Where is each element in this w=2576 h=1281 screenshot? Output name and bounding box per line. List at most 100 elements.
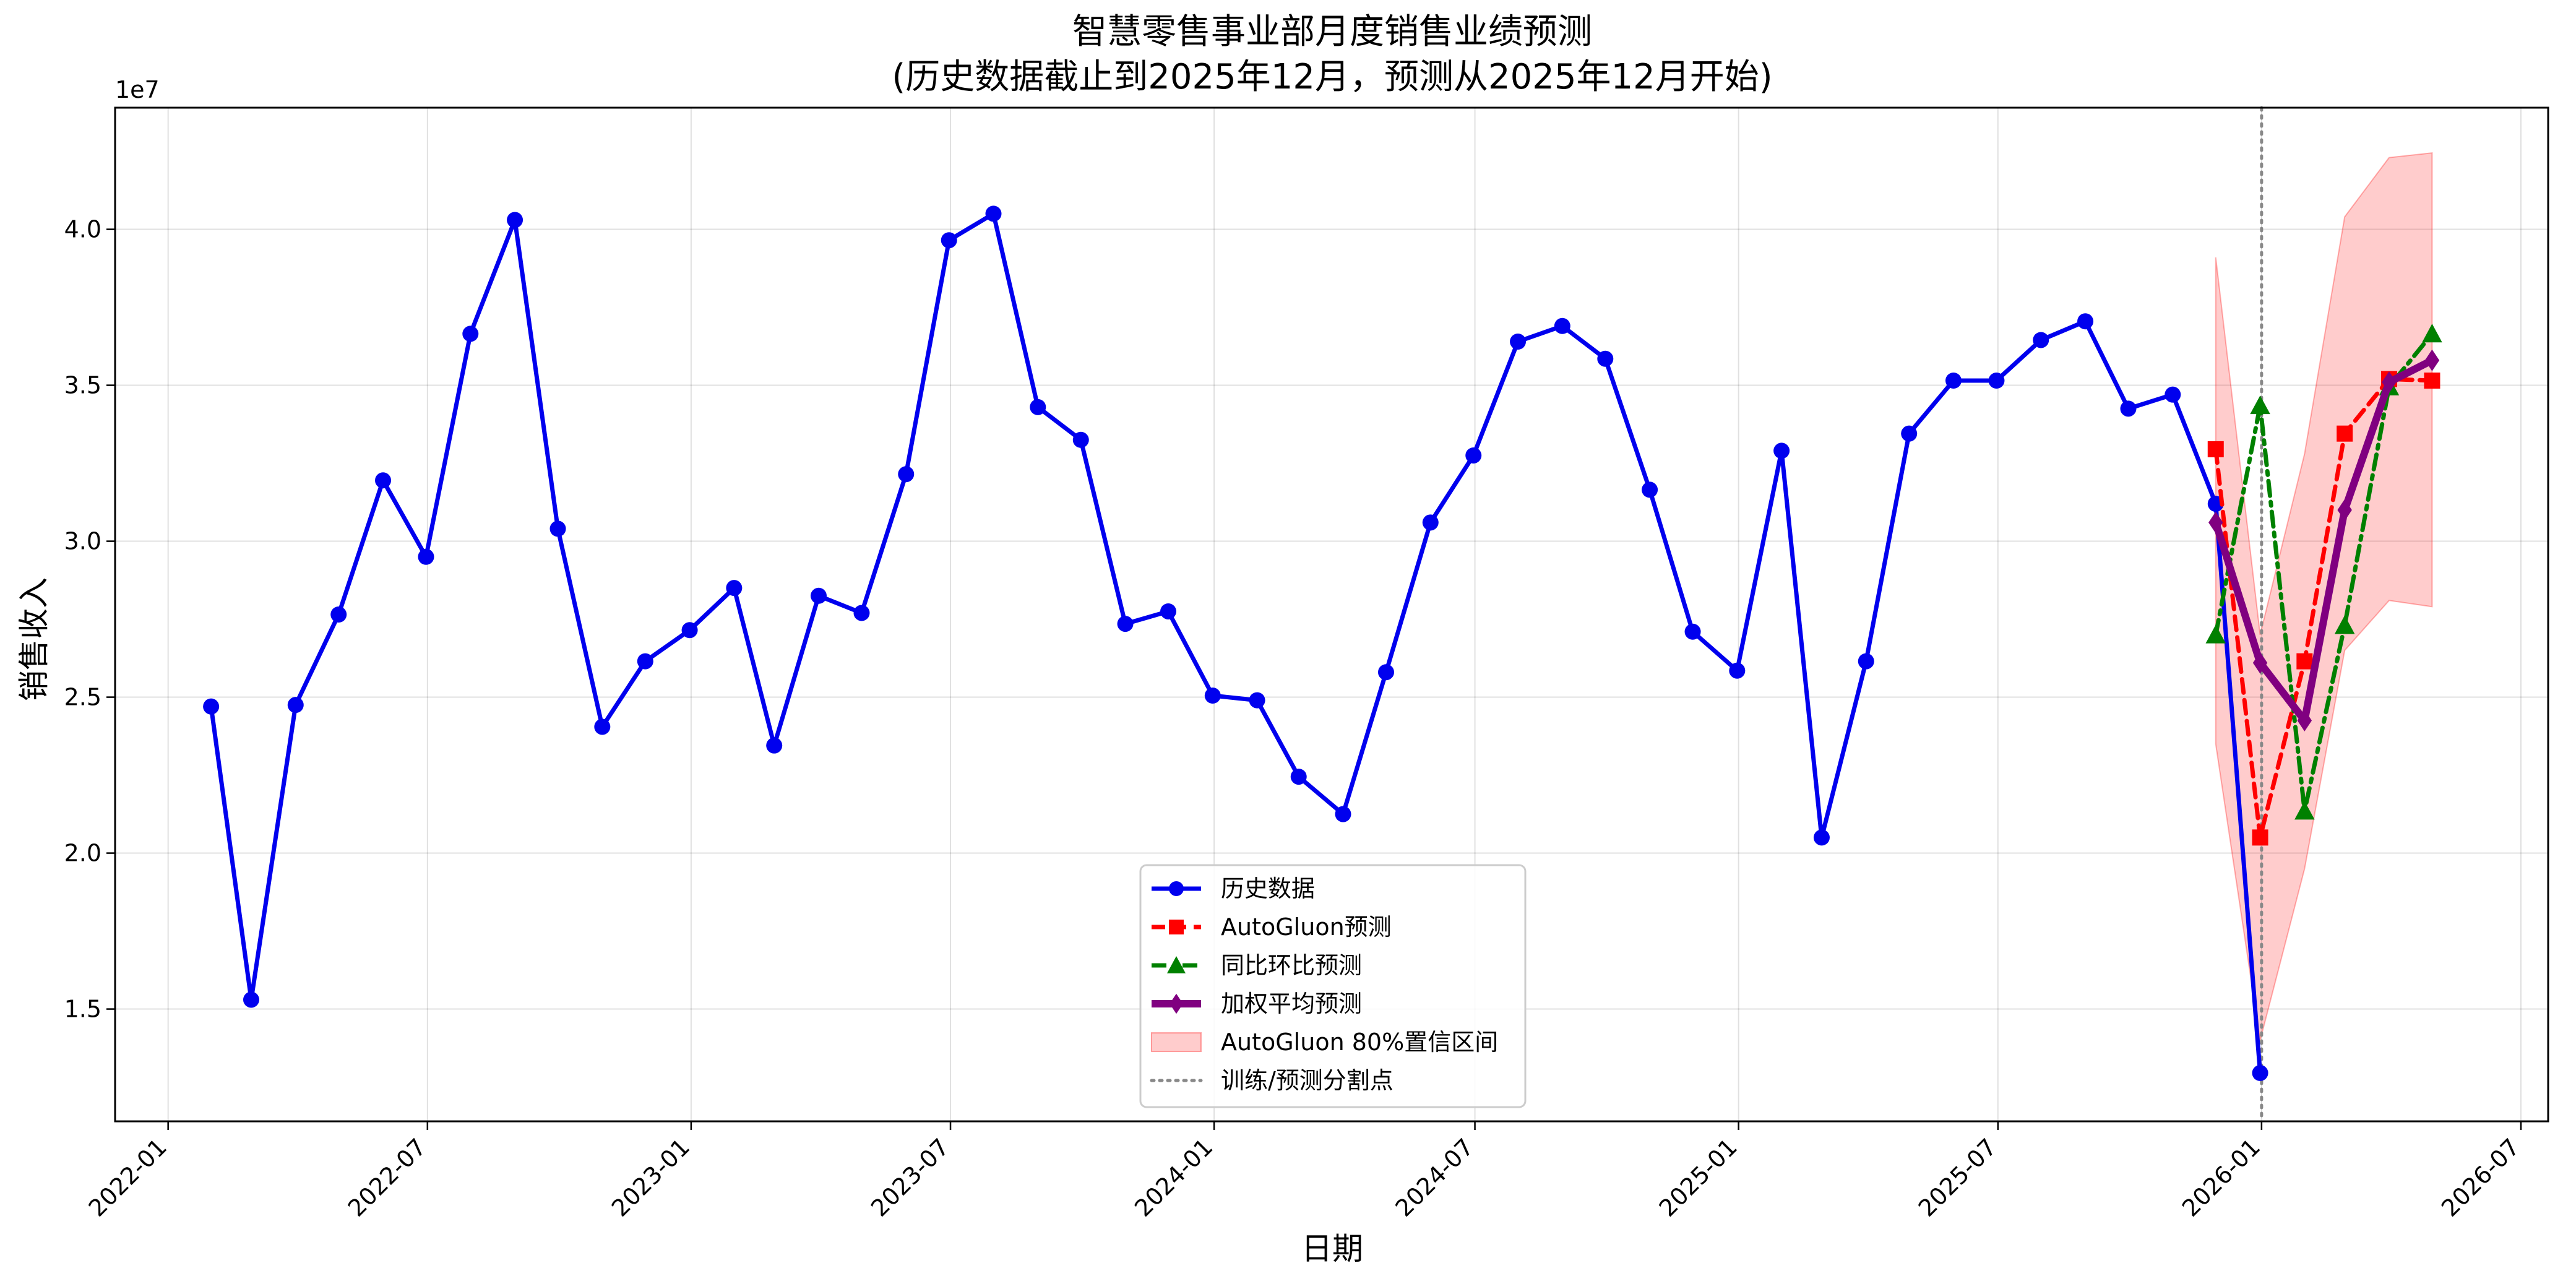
data-point bbox=[1377, 664, 1394, 681]
series-line bbox=[209, 211, 2263, 1076]
series-0 bbox=[203, 205, 2268, 1081]
data-point bbox=[594, 718, 611, 735]
data-point bbox=[2252, 1064, 2268, 1081]
data-point bbox=[287, 697, 304, 714]
confidence-band-layer bbox=[2215, 152, 2433, 1041]
data-point bbox=[853, 605, 870, 621]
data-point bbox=[2297, 709, 2312, 731]
chart-title-line-2: (历史数据截止到2025年12月，预测从2025年12月开始) bbox=[892, 57, 1772, 97]
data-point bbox=[2077, 313, 2094, 330]
legend-item: 历史数据 bbox=[1152, 875, 1315, 902]
data-point bbox=[2252, 829, 2268, 846]
data-point bbox=[203, 698, 220, 715]
data-point bbox=[2205, 624, 2226, 644]
data-point bbox=[462, 326, 479, 342]
grid-lines bbox=[115, 108, 2548, 1121]
data-point bbox=[1510, 334, 1527, 350]
y-tick-label: 2.0 bbox=[64, 840, 101, 867]
data-point bbox=[1167, 956, 1186, 973]
data-point bbox=[2165, 386, 2181, 403]
legend-item: 训练/预测分割点 bbox=[1150, 1067, 1394, 1094]
y-tick-label: 4.0 bbox=[64, 216, 101, 243]
x-tick-label: 2023-01 bbox=[606, 1133, 695, 1222]
data-point bbox=[1901, 425, 1918, 442]
data-point bbox=[985, 205, 1002, 222]
data-point bbox=[1117, 616, 1134, 632]
series-3 bbox=[2208, 349, 2440, 731]
y-tick-label: 3.0 bbox=[64, 528, 101, 555]
data-point bbox=[1204, 688, 1221, 704]
data-point bbox=[243, 991, 259, 1008]
data-point bbox=[2033, 332, 2049, 348]
legend-swatch-band bbox=[1151, 1032, 1202, 1052]
data-point bbox=[1988, 373, 2005, 389]
data-point bbox=[330, 606, 347, 623]
data-point bbox=[2337, 425, 2353, 442]
legend-label: AutoGluon预测 bbox=[1221, 913, 1392, 941]
plot-frame bbox=[114, 106, 2549, 1123]
data-point bbox=[1169, 920, 1184, 934]
legend-label: 训练/预测分割点 bbox=[1221, 1067, 1394, 1094]
data-point bbox=[2296, 653, 2313, 670]
legend-label: 加权平均预测 bbox=[1221, 990, 1362, 1017]
data-point bbox=[2337, 499, 2352, 521]
data-point bbox=[418, 548, 434, 565]
chart-title-line-1: 智慧零售事业部月度销售业绩预测 bbox=[1072, 12, 1592, 52]
data-point bbox=[549, 520, 566, 537]
data-point bbox=[941, 232, 957, 249]
data-point bbox=[1945, 373, 1962, 389]
legend-label: AutoGluon 80%置信区间 bbox=[1221, 1029, 1498, 1056]
data-point bbox=[810, 587, 827, 604]
y-tick-label: 1.5 bbox=[64, 996, 101, 1023]
data-point bbox=[2208, 511, 2223, 533]
legend-label: 历史数据 bbox=[1221, 875, 1315, 902]
data-point bbox=[1773, 442, 1790, 459]
x-tick-label: 2024-07 bbox=[1390, 1133, 1479, 1222]
y-axis-label: 销售收入 bbox=[16, 577, 52, 701]
data-point bbox=[766, 737, 783, 754]
data-point bbox=[726, 580, 743, 597]
data-point bbox=[1642, 481, 1658, 498]
x-tick-label: 2026-07 bbox=[2436, 1133, 2525, 1222]
data-point bbox=[1422, 514, 1439, 531]
data-point bbox=[2252, 652, 2268, 674]
data-point bbox=[637, 653, 653, 670]
x-axis-label: 日期 bbox=[1301, 1231, 1363, 1267]
legend-item: AutoGluon预测 bbox=[1152, 913, 1392, 941]
x-axis-ticks: 2022-01 2022-07 2023-01 2023-07 2024-01 2024-… bbox=[84, 1121, 2525, 1222]
x-tick-label: 2025-01 bbox=[1654, 1133, 1742, 1222]
y-tick-label: 2.5 bbox=[64, 684, 101, 711]
series-layer bbox=[203, 205, 2442, 1081]
data-point bbox=[2424, 373, 2440, 389]
data-point bbox=[1597, 350, 1614, 367]
legend-label: 同比环比预测 bbox=[1221, 952, 1362, 979]
y-tick-label: 3.5 bbox=[64, 372, 101, 399]
data-point bbox=[1813, 829, 1830, 846]
y-axis-ticks: 1.5 2.0 2.5 3.0 3.5 4.0 bbox=[64, 216, 115, 1023]
data-point bbox=[1554, 317, 1570, 334]
legend-box bbox=[1139, 864, 1527, 1108]
data-point bbox=[898, 466, 915, 483]
data-point bbox=[375, 472, 392, 489]
series-1 bbox=[2207, 371, 2440, 846]
data-point bbox=[1684, 623, 1701, 640]
series-line bbox=[2213, 376, 2434, 840]
data-point bbox=[1160, 603, 1177, 619]
data-point bbox=[2422, 324, 2442, 343]
data-point bbox=[2207, 441, 2224, 457]
data-point bbox=[2294, 801, 2315, 820]
data-point bbox=[1858, 653, 1874, 670]
data-point bbox=[2382, 371, 2397, 394]
data-point bbox=[2120, 400, 2137, 417]
x-tick-label: 2023-07 bbox=[866, 1133, 954, 1222]
data-point bbox=[507, 212, 523, 228]
data-point bbox=[1170, 993, 1183, 1014]
x-tick-label: 2022-01 bbox=[84, 1133, 172, 1222]
legend-item: 同比环比预测 bbox=[1152, 952, 1362, 979]
data-point bbox=[1249, 692, 1265, 709]
x-tick-label: 2024-01 bbox=[1129, 1133, 1218, 1222]
data-point bbox=[1335, 806, 1351, 822]
x-tick-label: 2022-07 bbox=[343, 1133, 431, 1222]
